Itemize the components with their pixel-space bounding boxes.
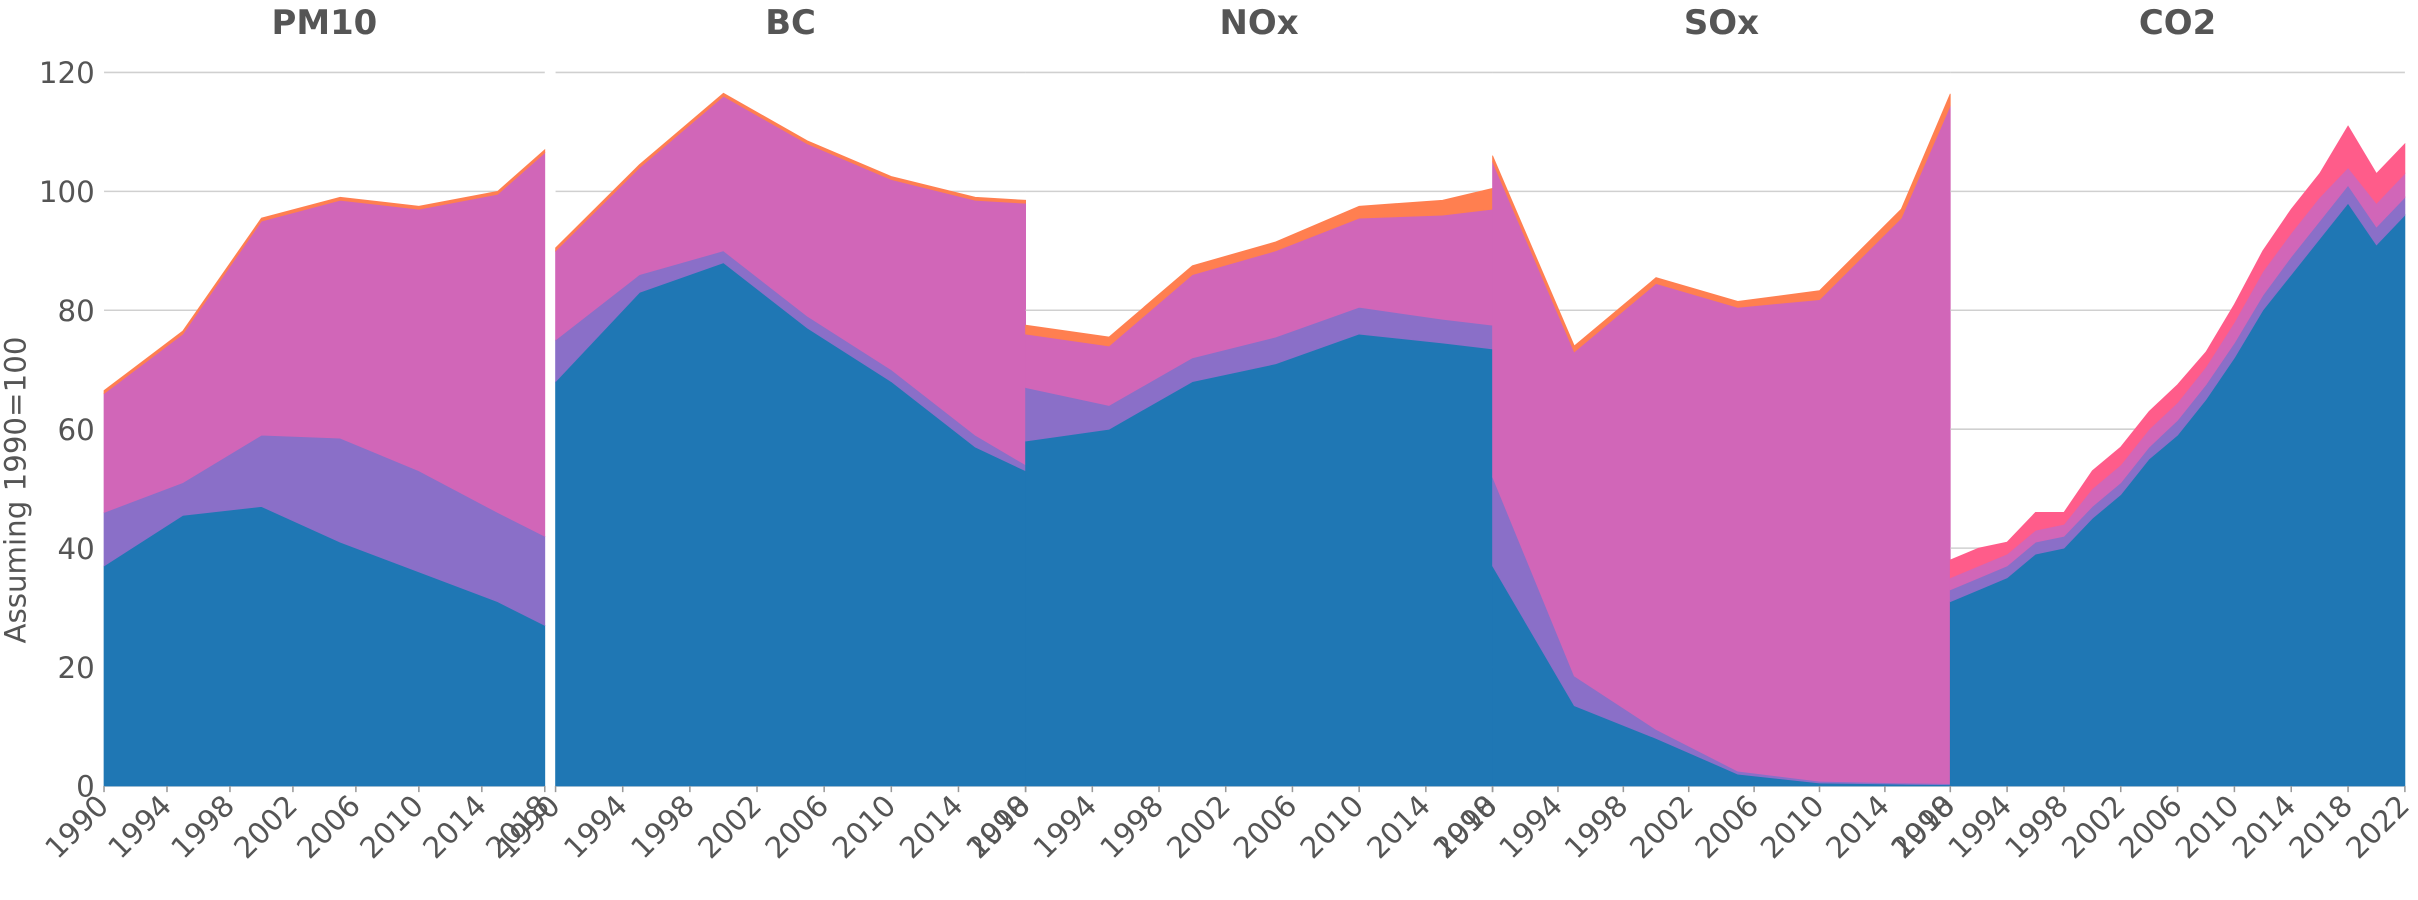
y-tick-label: 40 [58,532,95,566]
x-tick-label: 2010 [2169,788,2246,865]
x-tick-label: 1994 [1941,788,2018,865]
x-tick-label: 2002 [1623,788,1700,865]
x-tick-label: 2014 [1360,788,1437,865]
area [1492,93,1951,353]
x-tick-label: 2014 [416,788,493,865]
area [555,92,1026,252]
x-tick-label: 2006 [290,788,367,865]
x-tick-label: 1990 [960,788,1037,865]
x-tick-label: 2002 [227,788,304,865]
y-tick-label: 80 [58,294,95,328]
x-tick-label: 1998 [1998,788,2075,865]
x-tick-label: 1994 [557,788,634,865]
panel-title: BC [765,3,816,42]
x-tick-label: 1990 [1885,788,1962,865]
x-tick-label: 1998 [164,788,241,865]
x-tick-label: 1990 [1427,788,1504,865]
panel-title: SOx [1684,3,1759,42]
x-tick-label: 2002 [1160,788,1237,865]
x-tick-label: 2006 [1689,788,1766,865]
panel-title: PM10 [272,3,378,42]
x-tick-label: 2018 [2282,788,2359,865]
panel-title: CO2 [2139,3,2216,42]
x-tick-label: 1994 [1492,788,1569,865]
x-tick-label: 2006 [2112,788,2189,865]
y-tick-label: 20 [58,651,95,685]
x-tick-label: 2014 [1819,788,1896,865]
x-tick-label: 1998 [624,788,701,865]
y-tick-label: 100 [39,175,95,209]
x-tick-label: 1994 [101,788,178,865]
x-tick-label: 2006 [1227,788,1304,865]
y-axis-label: Assuming 1990=100 [0,337,32,644]
x-tick-label: 1994 [1027,788,1104,865]
y-tick-label: 60 [58,413,95,447]
x-tick-label: 2010 [353,788,430,865]
panel-title: NOx [1220,3,1299,42]
x-tick-label: 2010 [826,788,903,865]
x-tick-label: 2014 [893,788,970,865]
x-tick-label: 2022 [2339,788,2416,865]
x-tick-label: 2014 [2226,788,2303,865]
x-tick-label: 2002 [2055,788,2132,865]
x-tick-label: 2002 [691,788,768,865]
y-tick-label: 0 [76,770,95,804]
x-tick-label: 2010 [1754,788,1831,865]
y-tick-label: 120 [39,56,95,90]
area [1949,202,2406,787]
x-tick-label: 1998 [1093,788,1170,865]
area [1949,125,2406,579]
x-tick-label: 2010 [1294,788,1371,865]
area [103,148,546,395]
x-tick-label: 2006 [759,788,836,865]
x-tick-label: 1998 [1558,788,1635,865]
